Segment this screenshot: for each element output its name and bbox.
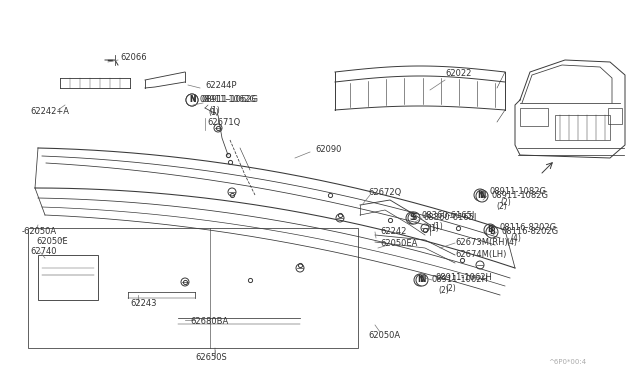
Text: (2): (2) <box>445 283 456 292</box>
Text: (2): (2) <box>500 199 511 208</box>
Text: N: N <box>479 192 485 201</box>
Text: 08911-1082G: 08911-1082G <box>491 192 548 201</box>
Text: 62674M(LH): 62674M(LH) <box>455 250 506 259</box>
Text: (2): (2) <box>496 202 507 212</box>
Text: (1): (1) <box>208 108 219 116</box>
Text: 62022: 62022 <box>445 68 472 77</box>
Text: N: N <box>189 96 195 105</box>
Bar <box>555 115 610 140</box>
Text: -62050A: -62050A <box>22 228 57 237</box>
Bar <box>28 228 358 348</box>
Text: 08911-1062H: 08911-1062H <box>435 273 492 282</box>
Text: N: N <box>419 276 425 285</box>
Text: S: S <box>412 214 417 222</box>
Text: 62066: 62066 <box>120 52 147 61</box>
Text: ^6P0*00:4: ^6P0*00:4 <box>548 359 586 365</box>
Text: 62672Q: 62672Q <box>368 187 401 196</box>
Text: N: N <box>189 96 195 105</box>
Text: 62244P: 62244P <box>205 80 237 90</box>
Text: 62050EA: 62050EA <box>380 238 417 247</box>
Text: 62050A: 62050A <box>368 330 400 340</box>
Circle shape <box>486 226 498 238</box>
Text: 08360-6165I: 08360-6165I <box>422 211 476 219</box>
Circle shape <box>484 224 496 236</box>
Text: 08911-1062G: 08911-1062G <box>202 96 259 105</box>
Text: 62650S: 62650S <box>195 353 227 362</box>
Text: S: S <box>410 214 415 222</box>
Text: 62673M(RH): 62673M(RH) <box>455 238 508 247</box>
Text: 08116-8202G: 08116-8202G <box>502 228 559 237</box>
Text: B: B <box>489 228 495 237</box>
Circle shape <box>408 212 420 224</box>
Text: 62050E: 62050E <box>36 237 68 247</box>
Text: 08116-8202G: 08116-8202G <box>500 224 557 232</box>
Text: 08911-1062H: 08911-1062H <box>431 276 488 285</box>
Text: 62680BA: 62680BA <box>190 317 228 327</box>
Text: 62090: 62090 <box>315 145 341 154</box>
Text: (4): (4) <box>506 238 517 247</box>
Text: N: N <box>477 190 483 199</box>
Bar <box>608 108 622 124</box>
Text: (1): (1) <box>428 224 439 234</box>
Text: 62242: 62242 <box>380 228 406 237</box>
Text: (1): (1) <box>209 106 220 115</box>
Circle shape <box>186 94 198 106</box>
Circle shape <box>476 190 488 202</box>
Circle shape <box>186 94 198 106</box>
Bar <box>38 255 98 300</box>
Text: 08360-6165I: 08360-6165I <box>424 214 477 222</box>
Circle shape <box>406 212 418 224</box>
Text: 62740: 62740 <box>30 247 56 257</box>
Text: B: B <box>487 225 493 234</box>
Bar <box>520 108 548 126</box>
Text: 62243: 62243 <box>130 298 157 308</box>
Text: 08911-1062G: 08911-1062G <box>200 96 257 105</box>
Text: (2): (2) <box>438 286 449 295</box>
Text: 62671Q: 62671Q <box>207 118 240 126</box>
Text: (4): (4) <box>510 234 521 244</box>
Text: 62242+A: 62242+A <box>30 108 69 116</box>
Text: N: N <box>417 276 423 285</box>
Text: (1): (1) <box>432 221 443 231</box>
Text: 08911-1082G: 08911-1082G <box>490 187 547 196</box>
Circle shape <box>414 274 426 286</box>
Circle shape <box>416 274 428 286</box>
Circle shape <box>474 189 486 201</box>
